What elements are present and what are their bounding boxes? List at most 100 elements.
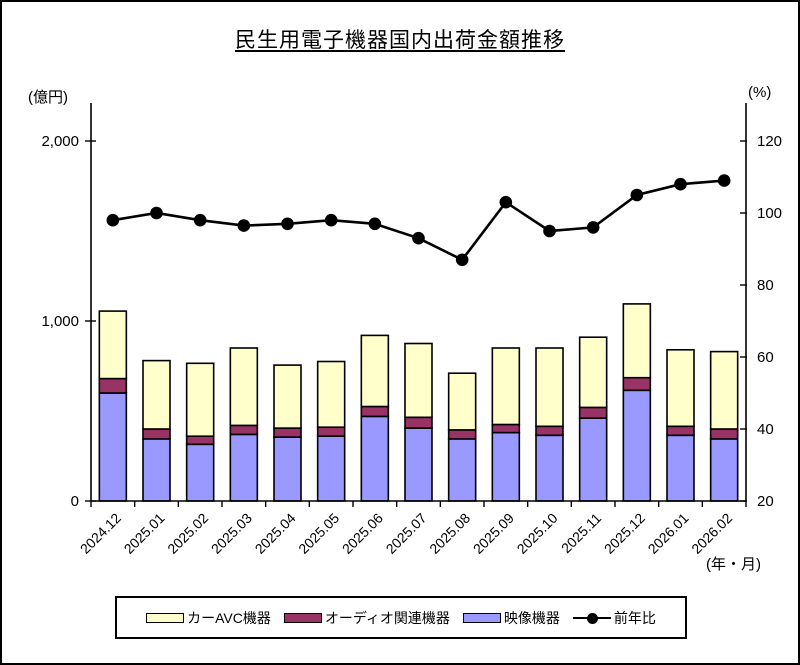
bar-segment-カーAVC機器 bbox=[666, 348, 695, 428]
bar-segment-カーAVC機器 bbox=[535, 347, 564, 428]
bar-segment-オーディオ関連機器 bbox=[404, 416, 433, 429]
bar-segment-映像機器 bbox=[404, 427, 433, 502]
bar-segment-オーディオ関連機器 bbox=[360, 405, 390, 418]
video-swatch-icon bbox=[462, 612, 501, 623]
chart-title: 民生用電子機器国内出荷金額推移 bbox=[235, 29, 565, 52]
x-axis-category-label: 2025.04 bbox=[252, 510, 299, 557]
yoy-line-marker bbox=[499, 195, 513, 209]
bar-segment-映像機器 bbox=[709, 438, 739, 502]
left-axis-unit-label: (億円) bbox=[28, 89, 68, 106]
yoy-line-marker bbox=[412, 231, 425, 245]
x-axis-category-label: 2025.08 bbox=[426, 510, 473, 557]
x-axis-unit-label: (年・月) bbox=[706, 556, 761, 573]
left-axis-tick-label: 1,000 bbox=[41, 313, 79, 330]
bar-segment-映像機器 bbox=[229, 433, 259, 502]
yoy-line-marker bbox=[106, 213, 120, 227]
legend-item-video: 映像機器 bbox=[462, 608, 560, 628]
bar-segment-カーAVC機器 bbox=[491, 347, 521, 426]
x-axis-category-label: 2025.12 bbox=[601, 510, 648, 557]
legend-item-yoy: 前年比 bbox=[572, 608, 656, 628]
bar-segment-映像機器 bbox=[185, 443, 215, 502]
bar-segment-オーディオ関連機器 bbox=[316, 426, 346, 438]
legend-item-audio: オーディオ関連機器 bbox=[283, 608, 450, 628]
right-axis-tick-label: 20 bbox=[757, 493, 774, 510]
bar-segment-映像機器 bbox=[142, 438, 171, 502]
right-axis-tick-label: 120 bbox=[757, 133, 782, 150]
bar-segment-映像機器 bbox=[491, 431, 521, 502]
x-axis-category-label: 2025.02 bbox=[164, 510, 211, 557]
bar-segment-オーディオ関連機器 bbox=[491, 423, 521, 434]
bar-segment-カーAVC機器 bbox=[447, 372, 477, 431]
yoy-line-marker bbox=[717, 174, 731, 187]
audio-swatch-icon bbox=[283, 612, 322, 623]
yoy-line-marker bbox=[543, 224, 556, 238]
bar-segment-映像機器 bbox=[98, 392, 128, 502]
bar-segment-映像機器 bbox=[622, 389, 652, 502]
bar-segment-カーAVC機器 bbox=[709, 350, 739, 430]
bar-segment-カーAVC機器 bbox=[578, 336, 608, 409]
bar-segment-オーディオ関連機器 bbox=[709, 428, 739, 440]
bar-segment-オーディオ関連機器 bbox=[535, 425, 564, 437]
bar-segment-映像機器 bbox=[666, 434, 695, 502]
x-axis-category-label: 2025.05 bbox=[295, 510, 342, 557]
bar-segment-オーディオ関連機器 bbox=[666, 425, 695, 437]
bar-segment-映像機器 bbox=[535, 434, 564, 502]
legend-label-yoy: 前年比 bbox=[613, 609, 656, 626]
bar-segment-カーAVC機器 bbox=[142, 359, 171, 430]
bar-segment-オーディオ関連機器 bbox=[98, 377, 128, 394]
bar-segment-カーAVC機器 bbox=[360, 334, 390, 408]
yoy-line-marker bbox=[237, 219, 251, 232]
yoy-line-marker bbox=[674, 177, 687, 191]
legend-label-audio: オーディオ関連機器 bbox=[324, 609, 450, 626]
legend-label-video: 映像機器 bbox=[503, 609, 560, 626]
x-axis-category-label: 2025.10 bbox=[514, 510, 561, 557]
bar-segment-カーAVC機器 bbox=[185, 362, 215, 437]
yoy-line-marker bbox=[150, 206, 163, 220]
left-axis-tick-label: 2,000 bbox=[41, 133, 79, 150]
bar-segment-映像機器 bbox=[273, 436, 302, 502]
bar-segment-映像機器 bbox=[360, 415, 390, 502]
yoy-line-marker bbox=[193, 213, 207, 227]
x-axis-category-label: 2026.02 bbox=[688, 510, 735, 557]
right-axis-unit-label: (%) bbox=[748, 84, 772, 101]
x-axis-category-label: 2025.01 bbox=[121, 510, 168, 557]
yoy-line-marker bbox=[630, 188, 644, 202]
yoy-line-marker bbox=[586, 221, 600, 234]
right-axis-tick-label: 100 bbox=[757, 205, 782, 222]
bar-segment-オーディオ関連機器 bbox=[185, 435, 215, 446]
right-axis-tick-label: 40 bbox=[757, 421, 774, 438]
bar-segment-オーディオ関連機器 bbox=[447, 429, 477, 440]
bar-segment-映像機器 bbox=[578, 417, 608, 502]
bar-segment-オーディオ関連機器 bbox=[622, 376, 652, 392]
x-axis-category-label: 2025.07 bbox=[383, 510, 430, 557]
yoy-line-marker bbox=[324, 213, 338, 227]
bar-segment-カーAVC機器 bbox=[273, 364, 302, 429]
bar-segment-カーAVC機器 bbox=[98, 310, 128, 380]
bar-segment-オーディオ関連機器 bbox=[273, 427, 302, 438]
bar-segment-映像機器 bbox=[316, 435, 346, 502]
x-axis-category-label: 2025.09 bbox=[470, 510, 517, 557]
right-axis-tick-label: 60 bbox=[757, 349, 774, 366]
x-axis-category-label: 2024.12 bbox=[77, 510, 124, 557]
bar-segment-カーAVC機器 bbox=[404, 342, 433, 419]
right-axis-tick-label: 80 bbox=[757, 277, 774, 294]
bar-segment-カーAVC機器 bbox=[622, 303, 652, 379]
x-axis-category-label: 2025.06 bbox=[339, 510, 386, 557]
bar-segment-カーAVC機器 bbox=[229, 347, 259, 427]
bar-segment-オーディオ関連機器 bbox=[229, 424, 259, 436]
legend: カーAVC機器 オーディオ関連機器 映像機器 前年比 bbox=[115, 596, 687, 639]
bar-segment-オーディオ関連機器 bbox=[578, 406, 608, 419]
legend-label-car-avc: カーAVC機器 bbox=[187, 609, 271, 626]
legend-item-car-avc: カーAVC機器 bbox=[146, 608, 271, 628]
yoy-line-marker bbox=[455, 253, 469, 267]
x-axis-category-label: 2025.11 bbox=[558, 510, 605, 557]
yoy-line-marker bbox=[368, 217, 382, 231]
car-avc-swatch-icon bbox=[146, 612, 185, 623]
x-axis-category-label: 2026.01 bbox=[645, 510, 692, 557]
bar-segment-オーディオ関連機器 bbox=[142, 428, 171, 440]
yoy-line-marker bbox=[281, 217, 294, 231]
x-axis-category-label: 2025.03 bbox=[208, 510, 255, 557]
left-axis-tick-label: 0 bbox=[71, 493, 79, 510]
